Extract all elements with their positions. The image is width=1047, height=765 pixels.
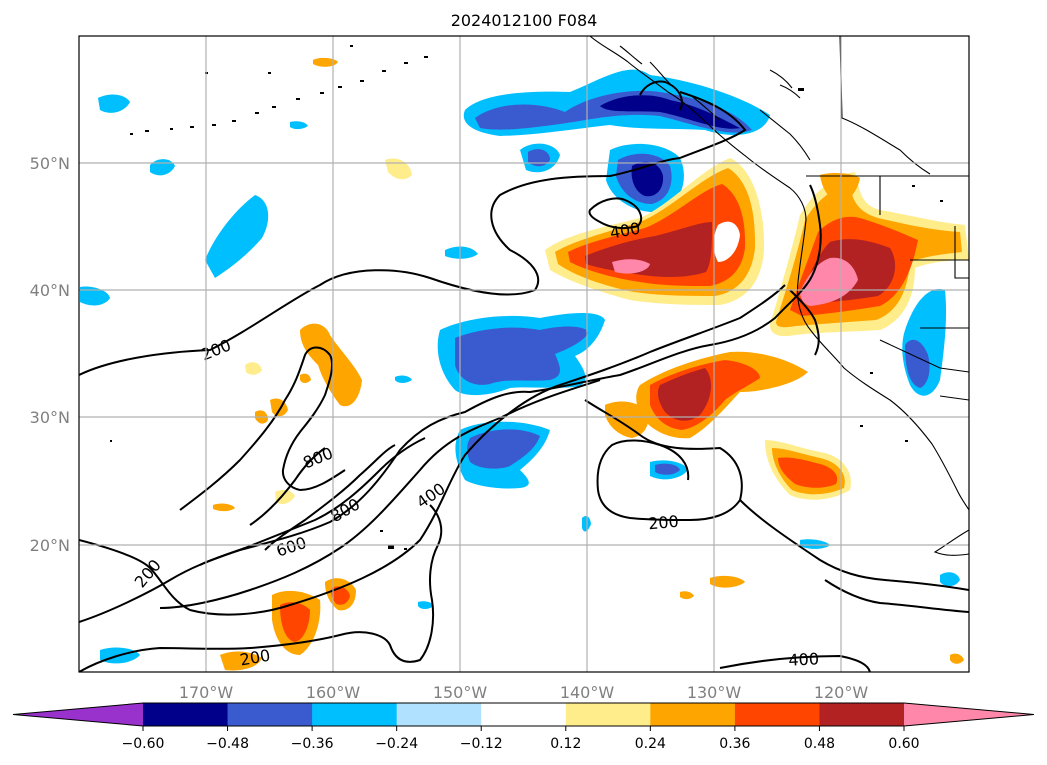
colorbar-tick-label: 0.24 (635, 736, 666, 752)
lon-tick-label: 150°W (433, 683, 488, 702)
colorbar-tick-label: −0.24 (375, 736, 418, 752)
colorbar-tick-label: −0.60 (122, 736, 165, 752)
lon-tick-label: 140°W (560, 683, 615, 702)
colorbar-swatch (481, 703, 567, 726)
map-frame (78, 35, 970, 673)
colorbar-swatch (565, 703, 651, 726)
colorbar-swatch (734, 703, 820, 726)
colorbar-extend-high (904, 703, 1034, 726)
colorbar-extend-low (13, 703, 143, 726)
colorbar-tick-label: −0.36 (291, 736, 334, 752)
lat-tick-label: 30°N (30, 408, 70, 427)
colorbar-tick-label: 0.36 (719, 736, 750, 752)
colorbar-swatch (819, 703, 905, 726)
longitude-labels: 170°W 160°W 150°W 140°W 130°W 120°W (179, 683, 869, 702)
map-title: 2024012100 F084 (451, 11, 598, 30)
colorbar-tick-label: −0.12 (460, 736, 503, 752)
colorbar-tick-label: −0.48 (206, 736, 249, 752)
height-contours (79, 80, 969, 672)
colorbar: −0.60 −0.48 −0.36 −0.24 −0.12 0.12 0.24 0.36 0.4… (12, 702, 1035, 752)
lon-tick-label: 120°W (814, 683, 869, 702)
islands (110, 45, 943, 550)
colorbar-swatch (312, 703, 398, 726)
colorbar-swatch (143, 703, 229, 726)
colorbar-swatch (396, 703, 482, 726)
lat-tick-label: 40°N (30, 281, 70, 300)
latitude-labels: 50°N 40°N 30°N 20°N (30, 154, 70, 555)
map-panel: 200 200 200 200 400 400 400 600 800 800 (78, 35, 970, 673)
lon-tick-label: 160°W (306, 683, 361, 702)
lat-tick-label: 20°N (30, 536, 70, 555)
lon-tick-label: 170°W (179, 683, 234, 702)
lon-tick-label: 130°W (687, 683, 742, 702)
gridlines (79, 36, 969, 672)
contour-label: 400 (788, 649, 819, 670)
lat-tick-label: 50°N (30, 154, 70, 173)
negative-field-shading (80, 69, 960, 664)
colorbar-tick-label: 0.12 (550, 736, 581, 752)
colorbar-swatch (650, 703, 736, 726)
colorbar-tick-label: 0.48 (804, 736, 835, 752)
contour-label: 200 (647, 512, 679, 534)
colorbar-tick-label: 0.60 (888, 736, 919, 752)
colorbar-swatch (227, 703, 313, 726)
